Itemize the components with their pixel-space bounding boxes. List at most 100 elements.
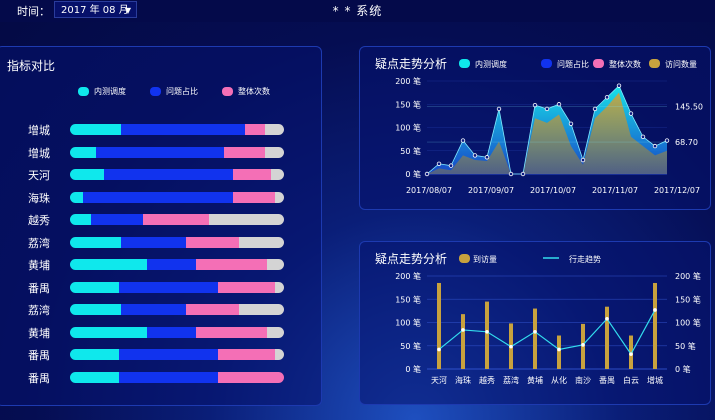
bar-segment	[196, 259, 267, 270]
x-tick-label: 黄埔	[527, 375, 543, 385]
row-label: 荔湾	[28, 304, 50, 317]
data-point	[580, 157, 586, 163]
bar-segment	[70, 191, 83, 203]
legend-label: 整体次数	[609, 59, 641, 69]
trend-point	[605, 316, 609, 321]
legend-label: 访问数量	[665, 59, 697, 69]
data-point	[424, 171, 430, 177]
x-tick-label: 越秀	[479, 375, 495, 385]
y-tick-label: 150 笔	[395, 294, 421, 304]
bar-segment	[119, 281, 218, 293]
legend-label: 行走趋势	[569, 254, 601, 264]
bar-segment	[121, 304, 186, 315]
bar-segment	[245, 124, 265, 135]
x-tick-label: 2017/09/07	[468, 186, 514, 195]
legend-swatch	[649, 59, 660, 68]
bar-segment	[264, 146, 284, 158]
bar-segment	[70, 214, 92, 225]
stacked-bar	[70, 349, 284, 360]
bar-segment	[185, 236, 240, 248]
row-label: 番禺	[28, 349, 50, 362]
bar-segment	[70, 281, 120, 293]
data-point	[556, 102, 562, 107]
data-point	[472, 153, 478, 158]
legend-swatch	[78, 87, 89, 96]
bar-segment	[70, 371, 120, 383]
x-tick-label: 南沙	[575, 375, 591, 385]
bar-segment	[70, 349, 120, 360]
chart-title: 疑点走势分析	[375, 251, 447, 266]
x-tick-label: 2017/10/07	[530, 186, 576, 195]
bar-segment	[70, 236, 122, 248]
x-tick-label: 白云	[623, 375, 639, 385]
trend-bar-chart: 疑点走势分析 到访量 行走趋势 0 笔 0 笔 50 笔 50 笔 100 笔 100 笔 150…	[375, 251, 701, 385]
bar	[485, 301, 489, 369]
bar-segment	[95, 146, 225, 158]
trend-point	[581, 343, 585, 347]
stacked-bar	[70, 236, 284, 248]
legend-item: 内测调度	[78, 86, 126, 97]
x-tick-label: 2017/12/07	[654, 186, 700, 195]
time-select[interactable]: 2017 年 08 月 ▼	[54, 1, 137, 18]
bar-segment	[82, 191, 233, 203]
x-tick-label: 海珠	[455, 375, 471, 385]
legend-swatch	[150, 87, 161, 96]
x-tick-label: 荔湾	[503, 375, 519, 385]
data-point	[520, 171, 526, 177]
bar-segment	[275, 191, 284, 203]
y-tick-label: 0 笔	[405, 364, 421, 374]
legend-label: 问题占比	[557, 59, 589, 69]
bar-segment	[142, 214, 210, 225]
bar	[437, 282, 441, 369]
trend-point	[533, 330, 537, 334]
bar-segment	[266, 259, 284, 270]
row-label: 番禺	[28, 371, 50, 385]
stacked-bar	[70, 259, 284, 270]
bar-segment	[70, 169, 105, 180]
row-label: 增城	[28, 124, 50, 137]
bar-segment	[185, 304, 240, 315]
data-point	[616, 83, 622, 88]
x-tick-label: 2017/11/07	[592, 186, 638, 195]
annotation-label: 68.70	[675, 138, 698, 147]
trend-point	[557, 347, 561, 352]
y-tick-label: 0 笔	[405, 169, 421, 179]
bar-segment	[232, 191, 276, 203]
bar	[557, 335, 561, 369]
y-tick-label: 200 笔	[395, 76, 421, 86]
y-tick-label-right: 0 笔	[675, 364, 691, 374]
data-point	[628, 111, 634, 116]
bar	[605, 306, 609, 369]
time-select-value: 2017 年 08 月	[61, 5, 129, 16]
bar-segment	[121, 124, 246, 135]
stacked-bar	[70, 281, 284, 293]
data-point	[436, 161, 442, 166]
bar-segment	[70, 146, 96, 158]
row-label: 荔湾	[28, 236, 50, 250]
data-point	[496, 106, 502, 112]
stacked-bar	[70, 191, 284, 203]
y-tick-label-right: 150 笔	[675, 294, 701, 304]
bar-segment	[104, 169, 233, 180]
stacked-bar	[70, 214, 284, 225]
bar-segment	[70, 259, 148, 270]
bar-segment	[271, 169, 284, 180]
top-bar	[0, 0, 715, 22]
bar-segment	[224, 146, 265, 158]
row-label: 天河	[28, 169, 50, 182]
legend-item: 整体次数	[222, 86, 270, 97]
bar-segment	[196, 326, 267, 338]
stacked-bar	[70, 169, 284, 180]
time-label: 时间：	[17, 5, 50, 18]
bar-segment	[266, 326, 284, 338]
legend-swatch	[541, 59, 552, 68]
bar-segment	[217, 281, 276, 293]
legend-label: 整体次数	[238, 87, 270, 96]
x-tick-label: 增城	[647, 375, 663, 385]
bar-segment	[119, 349, 218, 360]
indicator-panel: 指标对比	[0, 46, 322, 406]
trend-point	[461, 328, 465, 332]
data-point	[640, 134, 646, 139]
y-tick-label-right: 200 笔	[675, 271, 701, 281]
data-point	[592, 106, 598, 112]
